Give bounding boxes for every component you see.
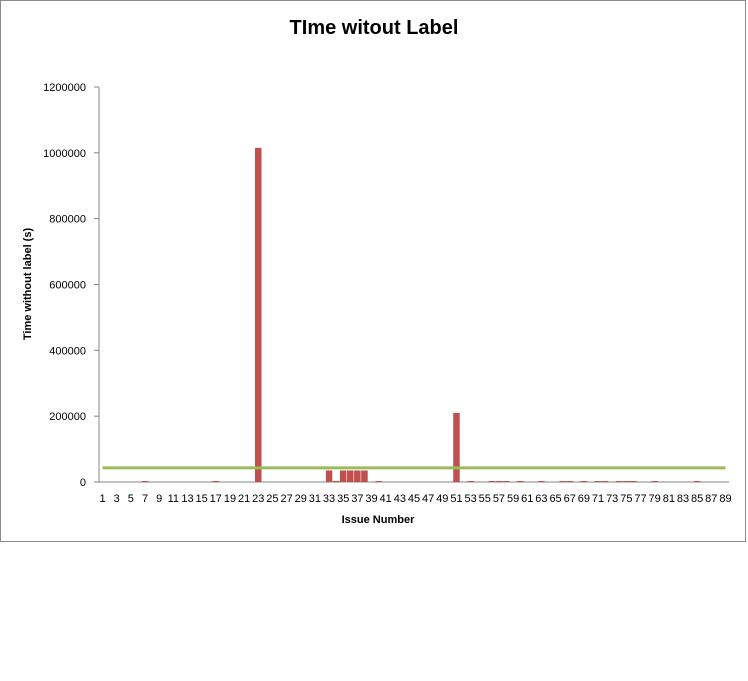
bar — [502, 481, 510, 482]
x-tick-label: 7 — [142, 493, 148, 505]
x-axis-title: Issue Number — [342, 514, 415, 526]
bar — [354, 470, 361, 482]
bar — [325, 470, 333, 482]
x-tick-label: 59 — [507, 493, 519, 505]
x-tick-label: 25 — [266, 493, 278, 505]
bar — [347, 470, 354, 482]
bar — [693, 481, 701, 482]
x-tick-label: 73 — [606, 493, 618, 505]
x-tick-label: 41 — [380, 493, 392, 505]
x-tick-label: 27 — [280, 493, 292, 505]
x-tick-label: 1 — [99, 493, 105, 505]
x-tick-label: 53 — [465, 493, 477, 505]
bar — [375, 481, 382, 482]
bar — [488, 481, 496, 482]
bar — [467, 481, 474, 482]
x-tick-label: 63 — [535, 493, 547, 505]
bar — [594, 481, 602, 482]
x-tick-label: 75 — [620, 493, 632, 505]
bar — [453, 412, 460, 482]
y-tick-label: 1000000 — [43, 148, 86, 160]
bar — [630, 481, 637, 482]
x-tick-label: 83 — [677, 493, 689, 505]
bar — [559, 481, 566, 482]
y-tick-label: 1200000 — [43, 82, 86, 94]
x-tick-label: 43 — [394, 493, 406, 505]
x-tick-label: 39 — [365, 493, 377, 505]
x-tick-label: 77 — [634, 493, 646, 505]
bar — [580, 481, 588, 482]
x-tick-label: 51 — [450, 493, 462, 505]
bar — [651, 481, 658, 482]
x-tick-label: 21 — [238, 493, 250, 505]
bar — [623, 481, 630, 482]
x-tick-label: 55 — [479, 493, 491, 505]
chart-title: TIme witout Label — [290, 17, 459, 39]
x-tick-label: 79 — [649, 493, 661, 505]
x-tick-label: 85 — [691, 493, 703, 505]
x-tick-label: 37 — [351, 493, 363, 505]
x-tick-label: 47 — [422, 493, 434, 505]
bar — [495, 481, 503, 482]
x-tick-label: 15 — [196, 493, 208, 505]
x-tick-label: 23 — [252, 493, 264, 505]
y-tick-label: 800000 — [49, 214, 86, 226]
x-tick-label: 69 — [578, 493, 590, 505]
bar — [141, 481, 149, 482]
bar — [616, 481, 623, 482]
x-tick-label: 87 — [705, 493, 717, 505]
y-tick-label: 400000 — [49, 345, 86, 357]
bar — [361, 470, 368, 482]
x-tick-label: 35 — [337, 493, 349, 505]
plot-area: 0 200000 400000 600000 800000 1000000 1200000 1… — [43, 82, 731, 505]
x-tick-label: 45 — [408, 493, 420, 505]
bar — [516, 481, 524, 482]
x-tick-label: 17 — [210, 493, 222, 505]
x-tick-label: 33 — [323, 493, 335, 505]
x-tick-label: 5 — [128, 493, 134, 505]
x-tick-label: 71 — [592, 493, 604, 505]
x-tick-label: 49 — [436, 493, 448, 505]
bar — [339, 470, 347, 482]
x-tick-label: 81 — [663, 493, 675, 505]
y-tick-label: 0 — [80, 477, 86, 489]
x-tick-label: 11 — [168, 493, 179, 505]
x-tick-label: 3 — [114, 493, 120, 505]
bar — [212, 481, 220, 482]
x-tick-label: 31 — [309, 493, 321, 505]
bar — [601, 481, 609, 482]
bar — [255, 147, 262, 483]
bar — [538, 481, 545, 482]
x-tick-label: 13 — [181, 493, 193, 505]
x-tick-label: 9 — [156, 493, 162, 505]
y-tick-label: 600000 — [49, 280, 86, 292]
bar-chart: TIme witout Label Issue Number Time with… — [22, 17, 732, 526]
bar — [332, 481, 340, 482]
x-tick-label: 61 — [521, 493, 533, 505]
x-tick-label: 29 — [295, 493, 307, 505]
x-tick-label: 19 — [224, 493, 236, 505]
bar — [566, 481, 573, 482]
y-axis-title: Time without label (s) — [22, 228, 34, 341]
chart-frame: TIme witout Label Issue Number Time with… — [0, 0, 746, 542]
x-tick-label: 57 — [493, 493, 505, 505]
y-tick-label: 200000 — [49, 411, 86, 423]
x-tick-label: 67 — [564, 493, 576, 505]
x-tick-label: 89 — [719, 493, 731, 505]
x-tick-label: 65 — [549, 493, 561, 505]
